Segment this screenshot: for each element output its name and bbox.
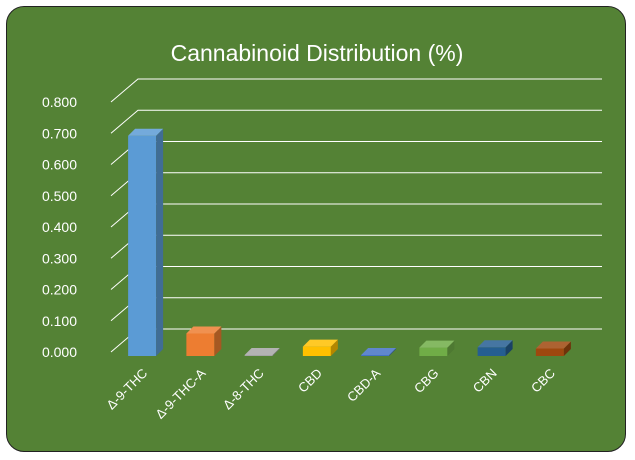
gridline: [110, 266, 602, 290]
x-tick-label: Δ-8-THC: [220, 366, 267, 413]
bar-side: [389, 348, 397, 356]
bar-top: [477, 340, 513, 348]
gridlines: [110, 78, 602, 353]
bar-side: [330, 339, 338, 356]
gridline: [110, 234, 602, 259]
chart-card: Cannabinoid Distribution (%) 0.000 0.100 0…: [6, 6, 626, 452]
bar: [535, 341, 571, 356]
bar-side: [505, 340, 513, 356]
bar-chart: Cannabinoid Distribution (%) 0.0000.1000…: [42, 40, 602, 422]
x-tick-label: CBN: [470, 366, 500, 396]
bar: [419, 340, 455, 356]
y-tick-label: 0.600: [42, 157, 77, 173]
y-axis-ticks: 0.000 0.100 0.200 0.300 0.400 0.500 0.600 0.700…: [42, 94, 77, 360]
gridline: [110, 78, 602, 103]
chart-title: Cannabinoid Distribution (%): [171, 40, 464, 66]
x-axis-ticks: Δ-9-THC Δ-9-THC-A Δ-8-THC CBD CBD-A CBG CBN CBC: [103, 365, 558, 421]
bar-side: [447, 340, 455, 356]
bars: [128, 128, 571, 356]
bar: [361, 348, 397, 356]
x-tick-label: CBG: [411, 366, 442, 397]
gridline: [110, 109, 602, 134]
x-tick-label: Δ-9-THC: [103, 366, 150, 413]
bar-front: [477, 347, 506, 356]
x-tick-label: CBC: [528, 366, 558, 396]
y-tick-label: 0.100: [42, 313, 77, 329]
bar-side: [272, 348, 280, 356]
bar: [128, 128, 164, 356]
x-tick-label: CBD: [295, 366, 325, 396]
bar-front: [186, 333, 215, 356]
bar-side: [563, 341, 571, 356]
bar-side: [214, 326, 222, 356]
gridline: [110, 141, 602, 165]
y-tick-label: 0.000: [42, 344, 77, 360]
gridline: [110, 297, 602, 322]
bar-side: [156, 128, 164, 356]
bar-front: [128, 135, 157, 356]
bar-front: [302, 346, 331, 356]
bar-top: [186, 326, 222, 334]
y-tick-label: 0.200: [42, 282, 77, 298]
y-tick-label: 0.300: [42, 250, 77, 266]
bar: [186, 326, 222, 356]
bar-top: [419, 340, 455, 348]
bar: [477, 340, 513, 356]
bar-top: [302, 339, 338, 347]
bar-front: [535, 348, 564, 356]
gridline: [110, 172, 602, 197]
y-tick-label: 0.400: [42, 219, 77, 235]
bar: [244, 348, 280, 356]
bar-top: [244, 348, 280, 355]
bar-front: [244, 355, 273, 356]
bar: [302, 339, 338, 356]
bar-top: [535, 341, 571, 349]
y-tick-label: 0.700: [42, 125, 77, 141]
gridline: [110, 328, 602, 353]
x-tick-label: CBD-A: [344, 365, 383, 404]
bar-front: [419, 347, 448, 356]
gridline: [110, 203, 602, 228]
y-tick-label: 0.800: [42, 94, 77, 110]
bar-top: [361, 348, 397, 355]
x-tick-label: Δ-9-THC-A: [152, 365, 208, 421]
bar-front: [361, 355, 390, 356]
y-tick-label: 0.500: [42, 188, 77, 204]
bar-top: [128, 128, 164, 136]
